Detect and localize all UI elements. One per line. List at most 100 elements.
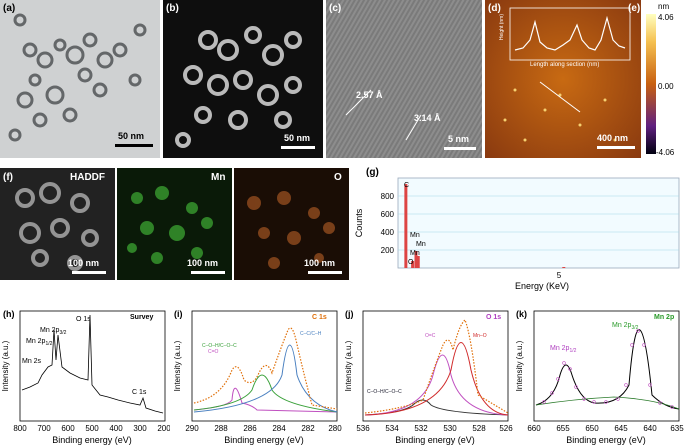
panel-label: (k) (516, 309, 527, 319)
comp-label-cc: C–C/C–H (300, 331, 322, 337)
peak-label-mn: Mn (416, 241, 426, 248)
inset-ylabel: Height (nm) (499, 14, 505, 41)
xps-o1s-chart: 536 534 532 530 528 526 Intensity (a.u.)… (344, 309, 513, 445)
scale-text: 5 nm (448, 134, 470, 144)
panel-label: (a) (3, 3, 16, 14)
x-tick: 600 (61, 424, 75, 433)
comp-label-oc: O=C (425, 333, 436, 339)
chart-title: Mn 2p (654, 314, 674, 321)
comp-label-coc: C–O–H/C–O–C (367, 389, 402, 395)
x-tick: 500 (85, 424, 99, 433)
x-tick: 526 (499, 424, 513, 433)
x-tick: 700 (37, 424, 51, 433)
panel-h-survey: 800 700 600 500 400 300 200 Intensity (a… (0, 305, 170, 446)
x-axis-label: Binding energy (eV) (566, 435, 646, 445)
eds-peak-bar (411, 261, 415, 268)
panel-d-afm: (d) (e) Height (nm) Length along section… (485, 0, 641, 158)
comp-label-co: C=O (208, 349, 219, 355)
scale-text: 100 nm (187, 258, 219, 268)
panel-label: (d) (488, 3, 501, 14)
mn-map (127, 186, 213, 264)
xps-survey-chart: 800 700 600 500 400 300 200 Intensity (a… (1, 309, 170, 445)
scale-text: 50 nm (118, 131, 145, 141)
eds-peak-bar (562, 267, 566, 268)
x-tick: 532 (414, 424, 428, 433)
panel-g-eds: (g) 800 600 400 200 5 Counts Energy (KeV… (352, 166, 685, 294)
y-axis-label: Intensity (a.u.) (344, 340, 353, 391)
scale-bar (115, 144, 153, 147)
scale-text: 400 nm (597, 133, 629, 143)
peak-label-2p-half: Mn 2p1/2 (550, 345, 577, 354)
panel-i-c1s: 290 288 286 284 282 280 Intensity (a.u.)… (172, 305, 342, 446)
colorbar-min: -4.06 (656, 148, 675, 157)
peak-label-mn2p-half: Mn 2p1/2 (26, 338, 53, 347)
y-axis-label: Intensity (a.u.) (173, 340, 182, 391)
scale-bar (72, 271, 106, 274)
panel-label: (g) (366, 167, 379, 178)
y-axis-label: Counts (354, 208, 364, 237)
fit-curve (193, 327, 338, 410)
panel-label: (h) (3, 309, 15, 319)
x-tick: 290 (185, 424, 199, 433)
envelope-curve (535, 329, 680, 410)
panel-label-e: (e) (628, 3, 641, 14)
panel-label: (i) (174, 309, 183, 319)
map-title-mn: Mn (211, 172, 226, 183)
inset-xlabel: Length along section (nm) (530, 62, 600, 68)
x-tick: 635 (670, 424, 684, 433)
x-tick: 650 (585, 424, 599, 433)
x-tick: 536 (356, 424, 370, 433)
peak-label-c: C (404, 182, 409, 189)
peak-label-mn: Mn (410, 250, 420, 257)
peak-label-mn2s: Mn 2s (22, 358, 42, 365)
d-spacing-2: 3.14 Å (414, 113, 441, 123)
panel-a-tem: (a) 50 nm (0, 0, 160, 158)
panel-b-stem: (b) 50 nm (163, 0, 323, 158)
peak-label-o: O (408, 259, 414, 266)
panel-label: (j) (345, 309, 354, 319)
y-tick: 200 (381, 246, 395, 255)
y-tick: 600 (381, 210, 395, 219)
x-axis-label: Energy (KeV) (515, 281, 569, 291)
scale-bar (281, 146, 315, 149)
x-axis-label: Binding energy (eV) (395, 435, 475, 445)
eds-chart: 800 600 400 200 5 Counts Energy (KeV) C … (354, 177, 680, 291)
peak-label-c1s: C 1s (132, 389, 147, 396)
haadf-map (15, 182, 99, 271)
colorbar-unit: nm (658, 2, 670, 11)
eds-peak-bar (404, 184, 408, 268)
panel-f-mn-map: Mn 100 nm (117, 168, 232, 280)
eds-gridlines (398, 195, 679, 251)
y-tick: 800 (381, 192, 395, 201)
peak-label-2p-3half: Mn 2p3/2 (612, 322, 639, 331)
x-tick: 800 (13, 424, 27, 433)
panel-k-mn2p: 660 655 650 645 640 635 Intensity (a.u.)… (514, 305, 685, 446)
x-tick: 280 (328, 424, 342, 433)
y-tick: 400 (381, 228, 395, 237)
chart-title: O 1s (486, 314, 501, 321)
peak-mno (364, 342, 509, 416)
background-curve (535, 396, 680, 410)
x-tick: 534 (385, 424, 399, 433)
eds-peak-bar (414, 251, 418, 268)
x-tick: 660 (527, 424, 541, 433)
x-tick: 530 (443, 424, 457, 433)
map-title-o: O (334, 172, 342, 183)
colorbar-max: 4.06 (658, 13, 674, 22)
scale-text: 100 nm (68, 258, 100, 268)
y-axis-label: Intensity (a.u.) (1, 340, 10, 391)
peak-label-o1s: O 1s (76, 316, 91, 323)
x-tick: 300 (133, 424, 147, 433)
comp-label-mno: Mn–O (473, 333, 487, 339)
x-axis-label: Binding energy (eV) (224, 435, 304, 445)
fit-curve (364, 319, 509, 414)
eds-peak-bar (416, 256, 420, 268)
x-tick: 282 (301, 424, 315, 433)
x-tick: 645 (614, 424, 628, 433)
scale-bar (597, 146, 635, 149)
chart-title: Survey (130, 314, 153, 321)
afm-image-d (485, 0, 641, 158)
x-tick: 400 (109, 424, 123, 433)
x-tick: 655 (556, 424, 570, 433)
x-tick: 288 (214, 424, 228, 433)
